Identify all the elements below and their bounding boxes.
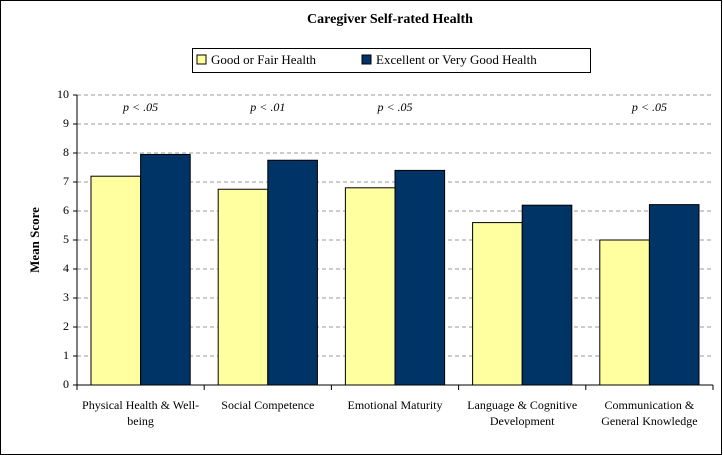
y-tick-label: 0	[63, 377, 69, 391]
y-tick-label: 7	[63, 174, 69, 188]
chart-title: Caregiver Self-rated Health	[307, 12, 473, 27]
y-axis-label: Mean Score	[27, 207, 42, 273]
y-tick-label: 3	[63, 290, 69, 304]
annotation: p < .01	[249, 100, 285, 114]
x-tick-label: Communication & General Knowledge	[601, 398, 698, 428]
annotation: p < .05	[376, 100, 412, 114]
x-tick-label: Social Competence	[221, 398, 315, 412]
annotation: p < .05	[122, 100, 158, 114]
y-tick-label: 9	[63, 116, 69, 130]
bar	[217, 188, 269, 386]
y-tick-label: 8	[63, 145, 69, 159]
legend-swatch	[196, 54, 207, 65]
y-tick-label: 10	[57, 87, 69, 101]
legend-swatch	[361, 54, 372, 65]
bar	[472, 222, 523, 386]
bar	[344, 187, 396, 386]
y-tick-label: 2	[63, 319, 69, 333]
bar	[140, 153, 191, 386]
bar	[267, 159, 318, 386]
bar	[599, 239, 650, 386]
bar	[521, 204, 573, 386]
y-tick-label: 1	[63, 348, 69, 362]
x-tick-label: Physical Health & Well-being	[82, 398, 200, 428]
y-tick-label: 5	[63, 232, 69, 246]
y-tick-label: 4	[63, 261, 69, 275]
y-tick-label: 6	[63, 203, 69, 217]
legend-label: Excellent or Very Good Health	[376, 52, 537, 67]
annotation: p < .05	[631, 100, 667, 114]
legend-box	[192, 48, 591, 73]
legend-label: Good or Fair Health	[211, 52, 317, 67]
x-tick-label: Emotional Maturity	[347, 398, 443, 412]
bar	[648, 204, 700, 386]
bar	[394, 169, 446, 386]
bar	[90, 175, 142, 386]
x-tick-label: Language & Cognitive Development	[467, 398, 578, 428]
